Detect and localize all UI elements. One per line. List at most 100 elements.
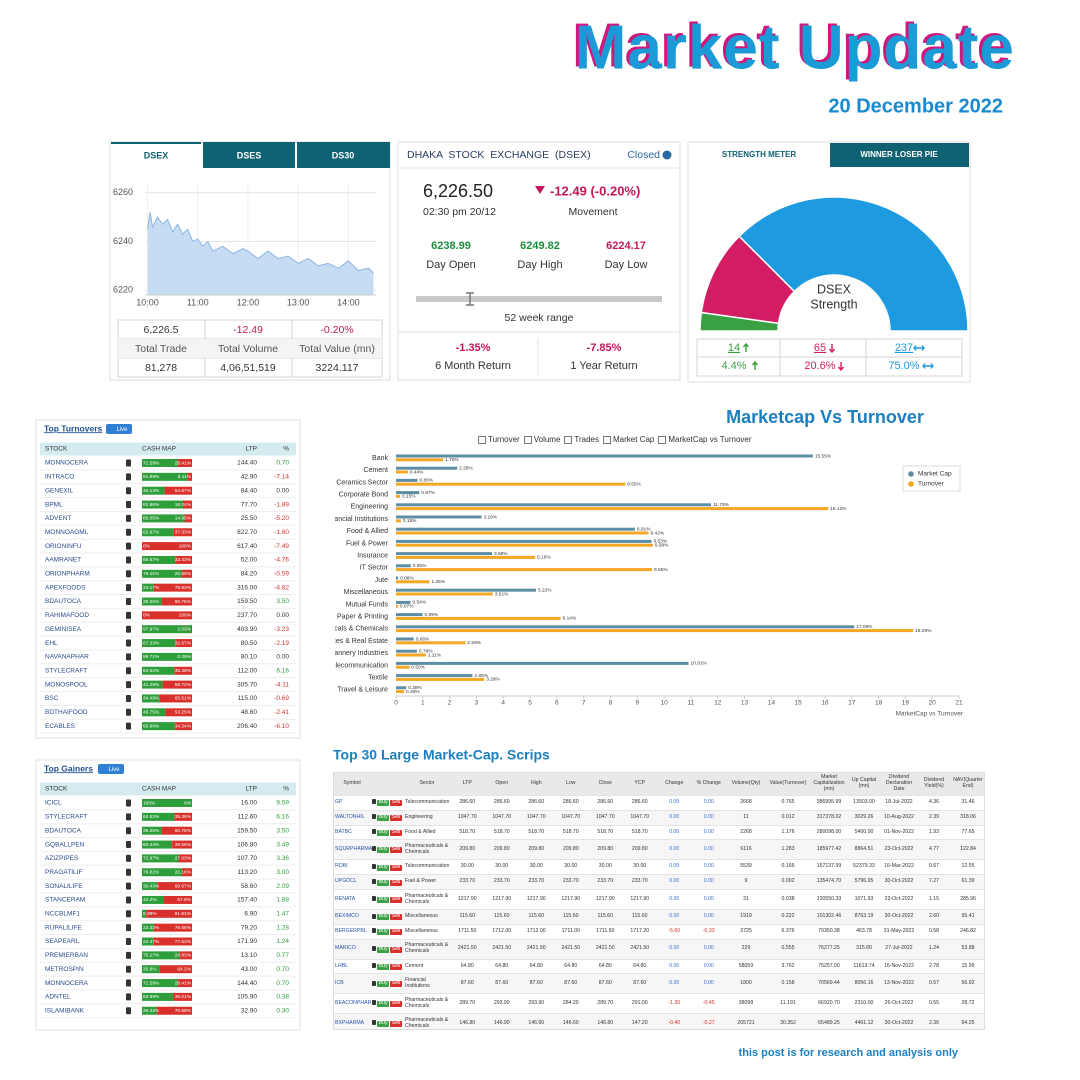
change: 0.38 bbox=[276, 994, 289, 1001]
sell-button[interactable]: Sell bbox=[390, 928, 402, 936]
sell-button[interactable]: Sell bbox=[390, 863, 402, 871]
stock-symbol: ISLAMIBANK bbox=[45, 1007, 85, 1014]
buy-button[interactable]: Buy bbox=[377, 895, 390, 903]
gauge-segment bbox=[738, 196, 969, 332]
sell-bar bbox=[163, 895, 192, 904]
column-header: Close bbox=[588, 773, 623, 796]
tab-label[interactable]: DS30 bbox=[332, 150, 355, 160]
sell-button[interactable]: Sell bbox=[390, 980, 402, 988]
checkbox bbox=[603, 435, 612, 444]
tab-label[interactable]: WINNER LOSER PIE bbox=[860, 150, 938, 159]
option[interactable]: Turnover bbox=[478, 435, 520, 444]
change: -4.82 bbox=[274, 584, 289, 591]
sell-button[interactable]: Sell bbox=[390, 945, 402, 953]
sell-button[interactable]: Sell bbox=[390, 913, 402, 921]
tab-label[interactable]: STRENGTH METER bbox=[722, 150, 796, 159]
buy-button[interactable]: Buy bbox=[377, 1020, 390, 1028]
value-label: 0.87% bbox=[421, 490, 435, 496]
buy-button[interactable]: Buy bbox=[377, 980, 390, 988]
table-cell: 1047.70 bbox=[553, 809, 588, 826]
buy-label: 39.25% bbox=[143, 599, 160, 605]
table-cell: 1217.90 bbox=[622, 889, 657, 910]
table-cell: 209.80 bbox=[622, 839, 657, 860]
sell-button[interactable]: Sell bbox=[390, 963, 402, 970]
table-cell: 1047.70 bbox=[450, 809, 485, 826]
sell-button[interactable]: Sell bbox=[390, 1020, 402, 1028]
buy-button[interactable]: Buy bbox=[377, 913, 390, 921]
sell-button[interactable]: Sell bbox=[390, 895, 402, 903]
sell-button[interactable]: Sell bbox=[390, 878, 402, 886]
sell-label: 60.75% bbox=[175, 828, 192, 834]
buy-button[interactable]: Buy bbox=[377, 863, 390, 871]
table-cell: Miscellaneous bbox=[404, 909, 450, 925]
summary-total: 81,278 bbox=[145, 362, 177, 374]
buy-label: 23.17% bbox=[143, 585, 160, 591]
table-row: UPGDCL Buy Sell Fuel & Power 233.70 233.70 233… bbox=[334, 874, 984, 890]
buy-bar bbox=[142, 583, 154, 592]
info-icon[interactable] bbox=[662, 150, 672, 160]
table-row: BEXIMCO Buy Sell Miscellaneous 115.60 115.60 1… bbox=[334, 909, 984, 925]
option[interactable]: Market Cap bbox=[603, 435, 654, 444]
buy-button[interactable]: Buy bbox=[377, 878, 390, 886]
table-cell: 8056.16 bbox=[848, 973, 880, 994]
sell-button[interactable]: Sell bbox=[390, 828, 402, 836]
value-label: 0.50% bbox=[411, 664, 425, 670]
buy-button[interactable]: Buy bbox=[377, 846, 390, 854]
stat-label: Day Open bbox=[426, 259, 476, 271]
table-cell: 246.82 bbox=[950, 923, 984, 940]
table-cell: 13503.00 bbox=[848, 794, 880, 811]
table-cell: 26-Oct-2022 bbox=[880, 993, 918, 1014]
option[interactable]: Volume bbox=[523, 435, 560, 444]
y-tick-label: Engineering bbox=[351, 504, 388, 511]
stat-value: 6238.99 bbox=[431, 240, 471, 252]
tab[interactable] bbox=[203, 142, 295, 168]
sell-button[interactable]: Sell bbox=[390, 814, 402, 822]
change: 3.00 bbox=[276, 869, 289, 876]
footer-note: this post is for research and analysis o… bbox=[739, 1047, 959, 1059]
table-cell: 31.46 bbox=[950, 794, 984, 811]
bar bbox=[396, 552, 492, 556]
sell-button[interactable]: Sell bbox=[390, 1000, 402, 1008]
table-cell: 2421.50 bbox=[450, 938, 485, 960]
option[interactable]: Trades bbox=[564, 435, 599, 444]
buy-button[interactable]: Buy bbox=[377, 799, 390, 807]
bar bbox=[396, 568, 653, 572]
table-cell: 15.99 bbox=[950, 958, 984, 974]
table-cell: 70569.44 bbox=[810, 973, 848, 994]
table-cell: 0.67 bbox=[918, 859, 950, 875]
table-cell: 0.00 bbox=[657, 973, 692, 994]
option[interactable]: MarketCap vs Turnover bbox=[658, 435, 752, 444]
buy-button[interactable]: Buy bbox=[377, 828, 390, 836]
column-header: Market Capitalization (mn) bbox=[810, 773, 848, 796]
value-label: 0.78% bbox=[419, 648, 433, 654]
sell-label: 77.53% bbox=[175, 939, 192, 945]
x-tick-label: 13:00 bbox=[287, 297, 310, 307]
table-cell: 2.36 bbox=[918, 1013, 950, 1029]
buy-button[interactable]: Buy bbox=[377, 928, 390, 936]
table-cell: 4461.12 bbox=[848, 1013, 880, 1029]
tab[interactable] bbox=[297, 142, 390, 168]
sell-button[interactable]: Sell bbox=[390, 846, 402, 854]
table-cell: 52379.33 bbox=[848, 859, 880, 875]
buy-button[interactable]: Buy bbox=[377, 814, 390, 822]
buy-button[interactable]: Buy bbox=[377, 963, 390, 970]
tab-label[interactable]: DSES bbox=[237, 150, 262, 160]
table-cell: 75257.00 bbox=[810, 958, 848, 974]
buy-bar bbox=[142, 868, 182, 877]
value-label: 3.58% bbox=[494, 551, 508, 557]
table-cell: 1217.90 bbox=[553, 889, 588, 910]
movement-value: -12.49 (-0.20%) bbox=[550, 183, 640, 198]
value-label: 0.30% bbox=[406, 689, 420, 695]
change: 1.28 bbox=[276, 924, 289, 931]
tab[interactable] bbox=[830, 143, 969, 167]
column-header: Volume(Qty) bbox=[726, 773, 766, 796]
tab-label[interactable]: DSEX bbox=[144, 150, 169, 160]
buy-button[interactable]: Buy bbox=[377, 945, 390, 953]
table-cell: 209.80 bbox=[519, 839, 554, 860]
change: 0.30 bbox=[276, 1007, 289, 1014]
tab-active[interactable] bbox=[111, 142, 201, 168]
buy-button[interactable]: Buy bbox=[377, 1000, 390, 1008]
chart-title: Marketcap Vs Turnover bbox=[726, 407, 924, 427]
sell-button[interactable]: Sell bbox=[390, 799, 402, 807]
table-cell: -0.45 bbox=[691, 993, 726, 1014]
